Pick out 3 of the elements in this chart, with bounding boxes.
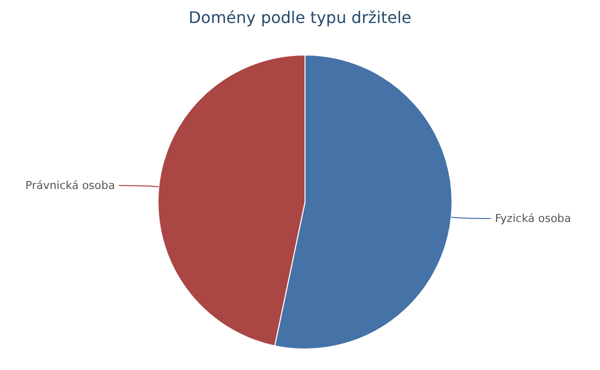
slice-label: Právnická osoba	[25, 179, 116, 192]
slice-label: Fyzická osoba	[494, 212, 572, 225]
chart-title: Domény podle typu držitele	[188, 8, 412, 27]
